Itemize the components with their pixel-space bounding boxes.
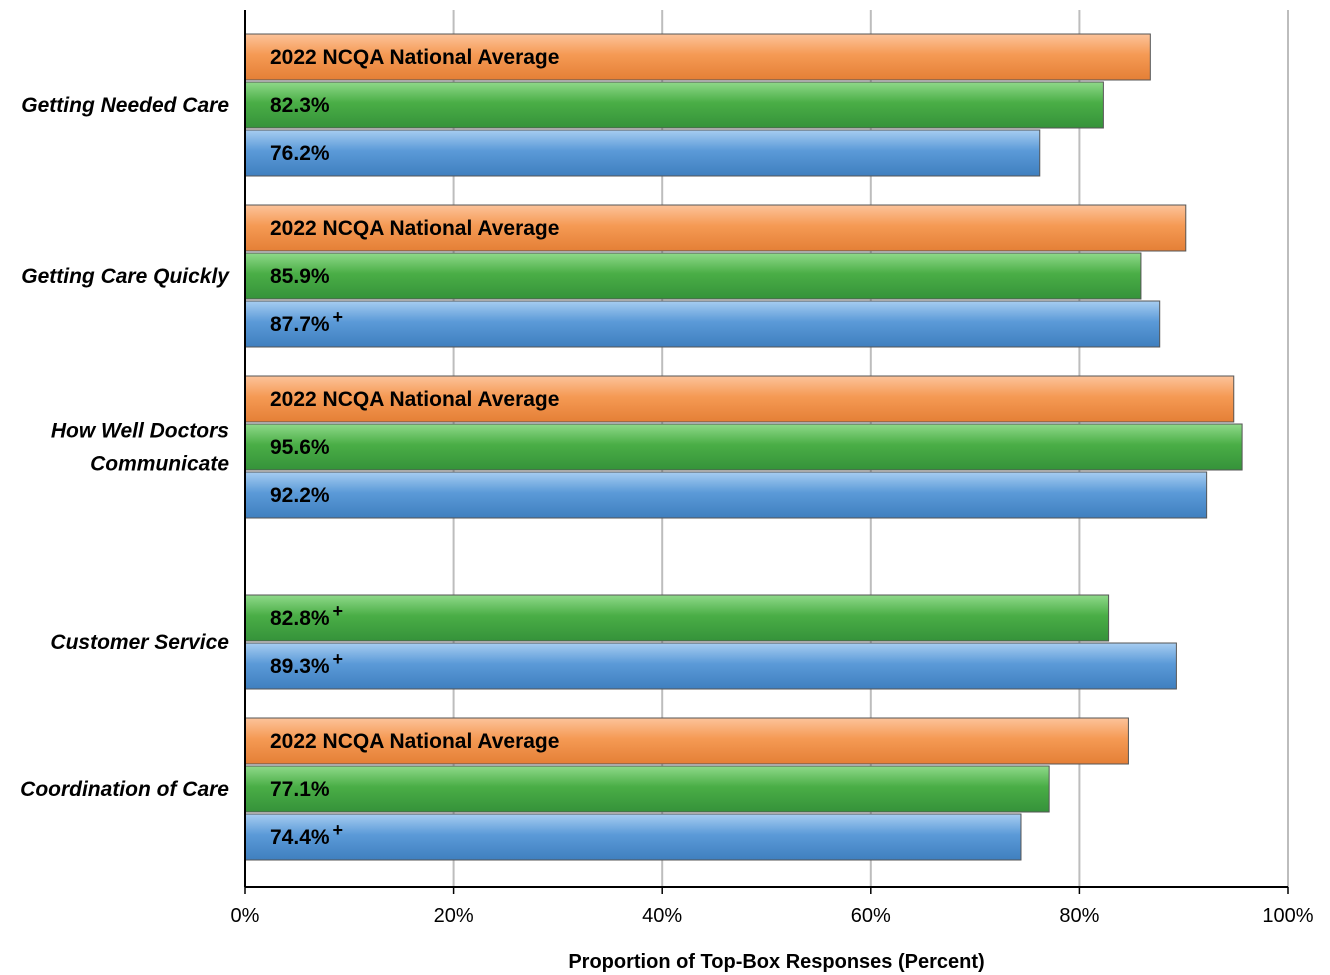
bar-green	[244, 765, 1050, 813]
x-tick-label: 0%	[231, 905, 260, 927]
bar-data-label: 89.3% +	[270, 649, 343, 678]
bar-blue	[244, 471, 1208, 519]
bar-data-label: 92.2%	[270, 484, 330, 507]
bar-data-label: 85.9%	[270, 265, 330, 288]
bar-green	[244, 252, 1142, 300]
bar-data-label: 87.7% +	[270, 307, 343, 336]
x-tick-label: 60%	[851, 905, 891, 927]
bar-data-label: 82.3%	[270, 94, 330, 117]
bar-blue	[244, 129, 1041, 177]
category-label: Getting Care Quickly	[21, 265, 230, 288]
bar-blue	[244, 300, 1161, 348]
bar-orange	[244, 33, 1151, 81]
significance-marker: +	[333, 649, 344, 669]
x-tick-label: 40%	[642, 905, 682, 927]
x-axis-title: Proportion of Top-Box Responses (Percent…	[568, 951, 984, 973]
bar-data-label: 77.1%	[270, 778, 330, 801]
category-label: Coordination of Care	[20, 778, 229, 801]
bar-data-label: 2022 NCQA National Average	[270, 730, 559, 753]
bar-data-label: 76.2%	[270, 142, 330, 165]
bar-data-label: 74.4% +	[270, 820, 343, 849]
bar-blue	[244, 813, 1022, 861]
bar-green	[244, 81, 1104, 129]
x-tick-label: 80%	[1059, 905, 1099, 927]
x-tick-label: 20%	[434, 905, 474, 927]
bar-orange	[244, 375, 1235, 423]
bar-blue	[244, 642, 1177, 690]
bar-data-label: 82.8% +	[270, 601, 343, 630]
bar-data-label: 95.6%	[270, 436, 330, 459]
category-label: Getting Needed Care	[21, 94, 229, 117]
bar-orange	[244, 717, 1129, 765]
x-tick-label: 100%	[1262, 905, 1313, 927]
category-label: How Well Doctors Communicate	[51, 420, 229, 476]
bar-data-label: 2022 NCQA National Average	[270, 388, 559, 411]
bar-data-label: 2022 NCQA National Average	[270, 217, 559, 240]
significance-marker: +	[333, 820, 344, 840]
category-label: Customer Service	[50, 631, 229, 654]
significance-marker: +	[333, 307, 344, 327]
bar-green	[244, 423, 1243, 471]
bar-data-label: 2022 NCQA National Average	[270, 46, 559, 69]
significance-marker: +	[333, 601, 344, 621]
bar-green	[244, 594, 1110, 642]
